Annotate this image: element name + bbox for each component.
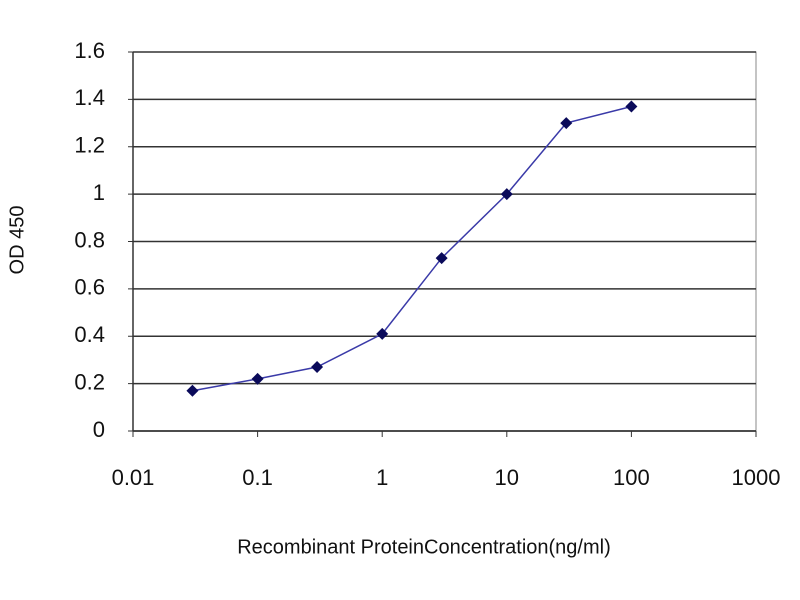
data-marker [435, 252, 448, 265]
x-tick-label: 0.01 [112, 465, 155, 490]
data-marker [251, 372, 264, 385]
x-tick-label: 0.1 [242, 465, 273, 490]
x-tick-label: 1 [376, 465, 388, 490]
x-tick-label: 1000 [732, 465, 781, 490]
data-marker [500, 188, 513, 201]
x-tick-label: 10 [495, 465, 519, 490]
data-marker [560, 117, 573, 130]
y-tick-label: 1.4 [74, 85, 105, 110]
y-tick-label: 0.6 [74, 275, 105, 300]
y-axis-title: OD 450 [6, 206, 28, 275]
data-marker [625, 100, 638, 113]
y-tick-label: 0 [93, 417, 105, 442]
data-line [192, 105, 632, 392]
y-tick-label: 0.8 [74, 227, 105, 252]
y-tick-label: 0.2 [74, 369, 105, 394]
y-tick-label: 1 [93, 180, 105, 205]
data-marker [186, 384, 199, 397]
y-tick-label: 0.4 [74, 322, 105, 347]
data-marker [376, 327, 389, 340]
x-tick-label: 100 [613, 465, 650, 490]
y-tick-label: 1.6 [74, 38, 105, 63]
x-axis-title: Recombinant ProteinConcentration(ng/ml) [237, 536, 611, 558]
y-tick-label: 1.2 [74, 133, 105, 158]
data-marker [311, 361, 324, 374]
